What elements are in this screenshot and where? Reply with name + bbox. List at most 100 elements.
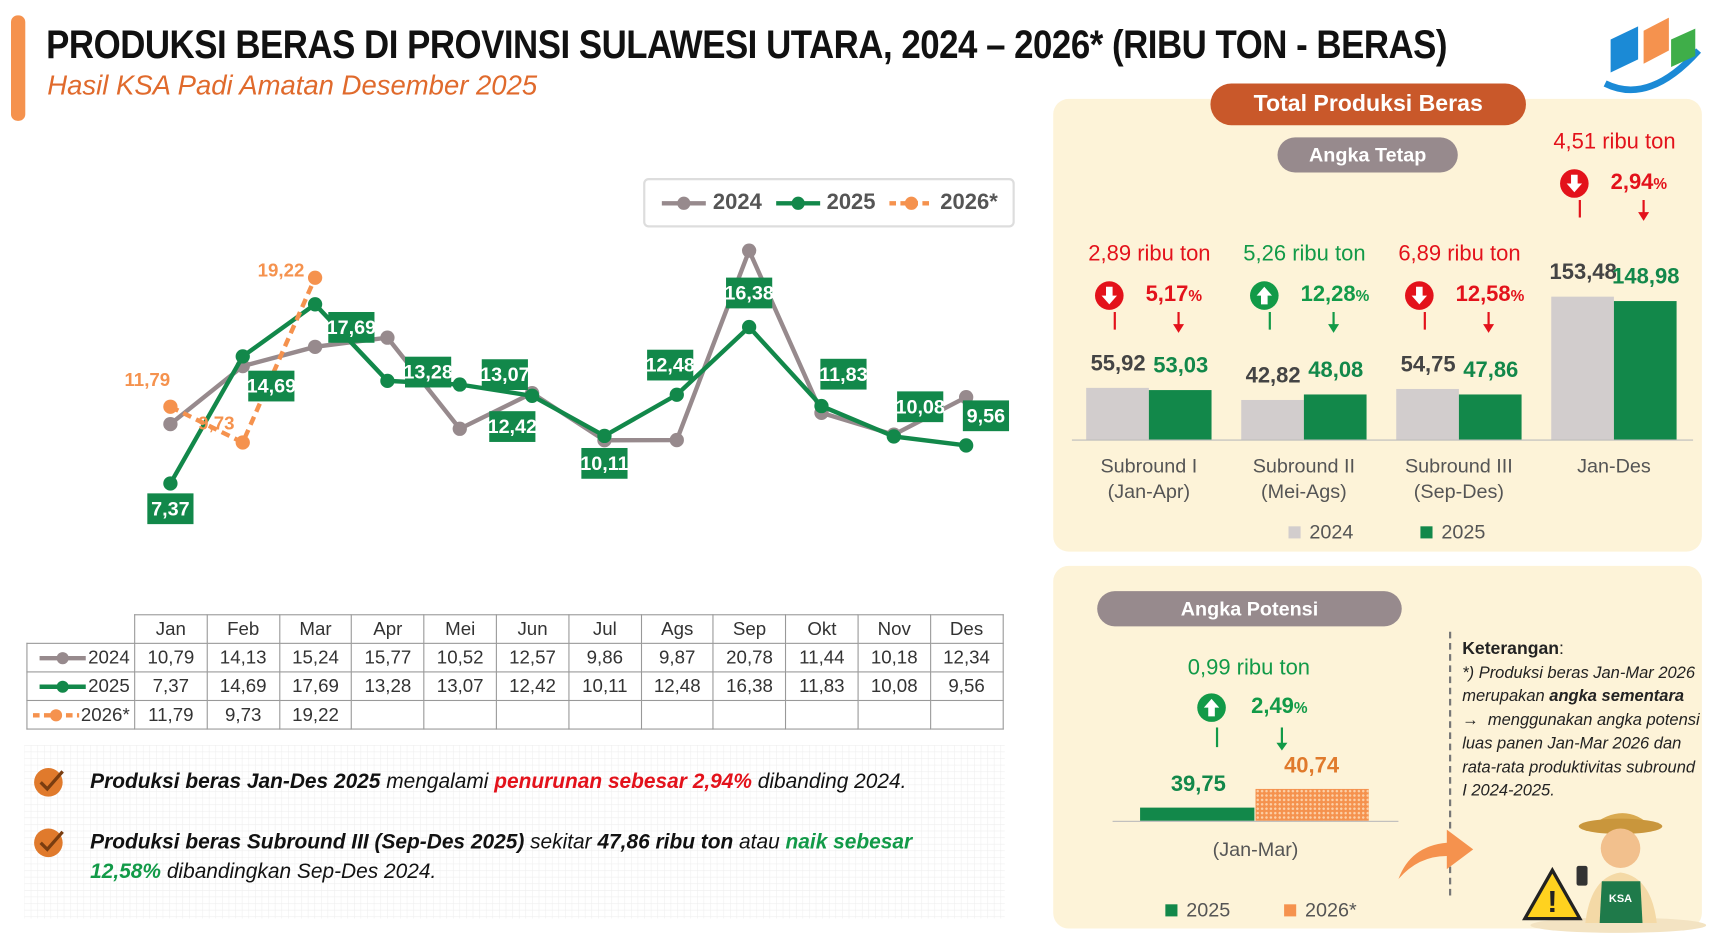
column-header: Des [929,614,1004,644]
legend-label: 2025 [826,190,876,215]
table-cell: 10,18 [857,642,931,673]
column-header: Okt [785,614,859,644]
column-header: Jun [495,614,570,644]
data-point-2024-Jan [163,416,178,432]
svg-text:!: ! [1547,884,1557,919]
bar-legend-2025: 2025 [1420,521,1485,544]
bullet-bold: Produksi beras Jan-Des 2025 [90,770,381,794]
total-produksi-title: Total Produksi Beras [1210,83,1526,126]
data-label-2026: 11,79 [124,369,170,390]
legend-line-icon [776,196,820,210]
bar-category: Subround I (Jan-Apr) [1077,454,1220,505]
legend-swatch [1284,904,1297,917]
change-ticks [1578,199,1650,221]
data-point-2025-Des [959,438,974,453]
table-cell: 9,87 [640,642,714,673]
bar-value-2025: 148,98 [1612,264,1680,289]
legend-2025: 2025 [774,190,876,215]
column-header: Jan [134,614,208,644]
category-name: Subround III [1404,454,1513,477]
table-cell: 9,86 [568,642,642,673]
table-cell: 12,57 [495,642,570,673]
data-point-2025-Apr [380,373,395,389]
table-cell: 12,34 [929,642,1004,673]
arrow-down-icon [1095,281,1124,310]
keterangan-colon: : [1558,639,1564,659]
table-cell-empty [857,699,931,730]
data-label-2025: 11,83 [819,358,868,390]
table-cell-empty [785,699,859,730]
potensi-legend-2026: 2026* [1284,899,1357,922]
legend-label: 2024 [712,190,762,215]
bar-2024 [1086,387,1149,440]
table-cell: 14,13 [206,642,280,673]
change-amount: 5,26 ribu ton [1243,241,1366,266]
data-point-2025-Nov [886,429,901,444]
bullet-1: Produksi beras Jan-Des 2025 mengalami pe… [33,767,978,797]
grid-background [24,744,1005,919]
table-cell: 10,52 [423,642,497,673]
change-ticks [1268,312,1340,333]
data-label-2025: 10,08 [895,391,945,423]
table-cell: 12,42 [495,671,570,702]
data-label-text: 17,69 [327,317,376,339]
column-header: Apr [351,614,425,644]
arrow-down-icon [1560,169,1589,198]
pct-sign: % [1188,286,1203,305]
table-cell: 14,69 [206,671,280,702]
table-cell-empty [568,699,642,730]
bullet-highlight: naik sebesar 12,58% [90,830,913,884]
legend-line-icon [662,196,707,210]
bar-value-2024: 55,92 [1090,351,1146,376]
data-point-2024-Ags [669,432,684,448]
data-label-2025: 12,48 [645,349,695,381]
divider [1449,631,1452,896]
change-pct: 12,58% [1456,282,1525,307]
change-amount: 2,89 ribu ton [1088,241,1211,266]
data-point-2026*-Jan [163,399,178,414]
bar-value-2024: 42,82 [1245,363,1301,388]
data-point-2024-Mar [307,339,323,354]
table-header: Jan Feb Mar Apr Mei Jun Jul Ags Sep Okt Nov Des [27,614,1004,644]
series-line-icon [39,680,86,693]
bullet-2: Produksi beras Subround III (Sep-Des 202… [33,827,978,886]
data-label-2025: 7,37 [147,493,194,525]
legend-label: 2025 [1186,898,1231,921]
category-name: Subround II [1252,454,1356,477]
data-point-2025-Jul [597,428,612,444]
potensi-axis [1112,820,1399,822]
data-label-text: 13,28 [403,362,452,384]
angka-tetap-pill: Angka Tetap [1277,137,1458,173]
potensi-change: 0,99 ribu ton [1187,655,1311,681]
row-label-text: 2024 [88,646,130,668]
data-label-text: 13,07 [480,364,529,386]
pct-sign: % [1653,174,1668,193]
arrow-down-icon [1405,281,1434,310]
bar-legend-2024: 2024 [1288,521,1353,544]
table-cell: 9,73 [206,699,280,730]
potensi-legend-2025: 2025 [1165,899,1230,922]
legend-2024: 2024 [660,190,762,215]
data-label-text: 9,56 [967,405,1005,427]
data-point-2025-Jun [524,388,540,403]
data-point-2025-Sep [741,319,757,335]
table-row: 2024 10,79 14,13 15,24 15,77 10,52 12,57 9,86 9,… [26,642,1004,673]
data-label-text: 12,42 [488,416,537,438]
check-badge-icon [34,828,64,858]
data-point-2025-Mar [307,297,323,312]
category-name: Subround I [1100,454,1198,477]
data-label-text: 10,08 [895,396,944,418]
column-header: Feb [206,614,280,644]
data-point-2025-Mei [452,377,467,392]
table-cell: 12,48 [640,671,714,702]
bar-2024 [1396,388,1459,440]
bar-value-2024: 153,48 [1549,260,1617,285]
data-label-2025: 13,28 [403,356,453,388]
potensi-category: (Jan-Mar) [1212,838,1299,861]
series-line-icon [39,652,86,665]
potensi-value-2026: 40,74 [1284,753,1340,778]
row-label: 2026* [26,699,136,730]
data-label-text: 10,11 [580,453,628,475]
change-ticks [1215,727,1288,751]
change-pct: 12,28% [1301,282,1370,307]
